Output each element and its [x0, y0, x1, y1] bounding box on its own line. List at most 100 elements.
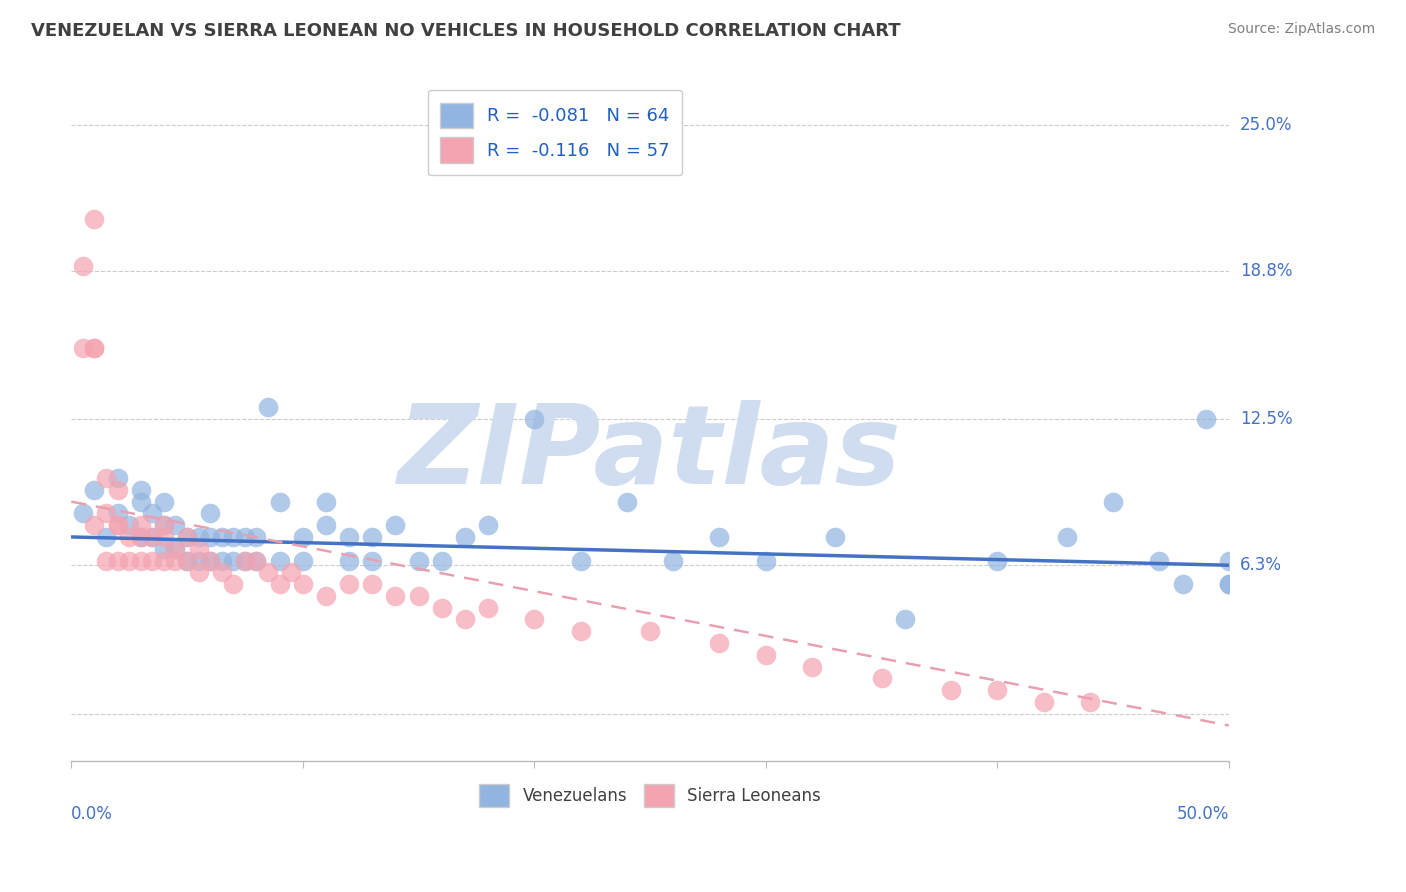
Point — [408, 553, 430, 567]
Point — [176, 553, 198, 567]
Point — [129, 553, 152, 567]
Point — [315, 589, 337, 603]
Point — [198, 507, 221, 521]
Text: 6.3%: 6.3% — [1240, 557, 1282, 574]
Point — [72, 507, 94, 521]
Point — [153, 494, 176, 508]
Point — [72, 259, 94, 273]
Point — [384, 518, 406, 533]
Point — [1102, 494, 1125, 508]
Point — [165, 518, 187, 533]
Point — [233, 553, 256, 567]
Text: ZIPatlas: ZIPatlas — [398, 400, 901, 507]
Point — [280, 566, 302, 580]
Point — [939, 683, 962, 698]
Point — [141, 553, 163, 567]
Point — [187, 566, 209, 580]
Point — [291, 577, 314, 591]
Point — [1195, 412, 1218, 426]
Point — [187, 553, 209, 567]
Point — [165, 541, 187, 556]
Point — [477, 518, 499, 533]
Point — [233, 530, 256, 544]
Point — [153, 530, 176, 544]
Point — [94, 553, 117, 567]
Point — [245, 530, 267, 544]
Legend: Venezuelans, Sierra Leoneans: Venezuelans, Sierra Leoneans — [472, 777, 828, 814]
Point — [118, 530, 141, 544]
Point — [315, 494, 337, 508]
Point — [153, 541, 176, 556]
Point — [141, 507, 163, 521]
Point — [569, 553, 592, 567]
Point — [198, 530, 221, 544]
Point — [269, 494, 291, 508]
Point — [83, 342, 105, 356]
Point — [893, 612, 915, 626]
Point — [153, 518, 176, 533]
Text: 25.0%: 25.0% — [1240, 116, 1292, 134]
Point — [107, 518, 129, 533]
Point — [257, 566, 280, 580]
Point — [245, 553, 267, 567]
Point — [454, 530, 477, 544]
Point — [129, 518, 152, 533]
Point — [222, 530, 245, 544]
Point — [337, 577, 360, 591]
Point — [165, 541, 187, 556]
Point — [107, 518, 129, 533]
Point — [83, 483, 105, 497]
Text: 18.8%: 18.8% — [1240, 261, 1292, 280]
Text: 0.0%: 0.0% — [72, 805, 112, 823]
Point — [801, 659, 824, 673]
Point — [107, 483, 129, 497]
Point — [233, 553, 256, 567]
Point — [94, 471, 117, 485]
Point — [72, 342, 94, 356]
Point — [107, 471, 129, 485]
Point — [198, 553, 221, 567]
Point — [569, 624, 592, 639]
Point — [1218, 553, 1240, 567]
Point — [755, 553, 778, 567]
Point — [454, 612, 477, 626]
Point — [176, 553, 198, 567]
Point — [755, 648, 778, 662]
Point — [187, 541, 209, 556]
Text: Source: ZipAtlas.com: Source: ZipAtlas.com — [1227, 22, 1375, 37]
Text: 50.0%: 50.0% — [1177, 805, 1229, 823]
Point — [1078, 695, 1101, 709]
Point — [291, 530, 314, 544]
Point — [141, 530, 163, 544]
Point — [187, 530, 209, 544]
Point — [1149, 553, 1171, 567]
Point — [477, 600, 499, 615]
Point — [211, 553, 233, 567]
Point — [153, 518, 176, 533]
Text: 12.5%: 12.5% — [1240, 410, 1292, 428]
Point — [662, 553, 685, 567]
Point — [870, 671, 893, 685]
Point — [129, 494, 152, 508]
Point — [523, 412, 546, 426]
Point — [337, 530, 360, 544]
Point — [1218, 577, 1240, 591]
Point — [211, 530, 233, 544]
Point — [165, 553, 187, 567]
Point — [361, 553, 384, 567]
Point — [269, 553, 291, 567]
Point — [141, 530, 163, 544]
Point — [118, 518, 141, 533]
Point — [211, 566, 233, 580]
Point — [408, 589, 430, 603]
Point — [129, 483, 152, 497]
Point — [257, 401, 280, 415]
Point — [616, 494, 638, 508]
Point — [986, 553, 1008, 567]
Point — [337, 553, 360, 567]
Point — [430, 600, 453, 615]
Point — [129, 530, 152, 544]
Point — [384, 589, 406, 603]
Point — [709, 636, 731, 650]
Point — [153, 553, 176, 567]
